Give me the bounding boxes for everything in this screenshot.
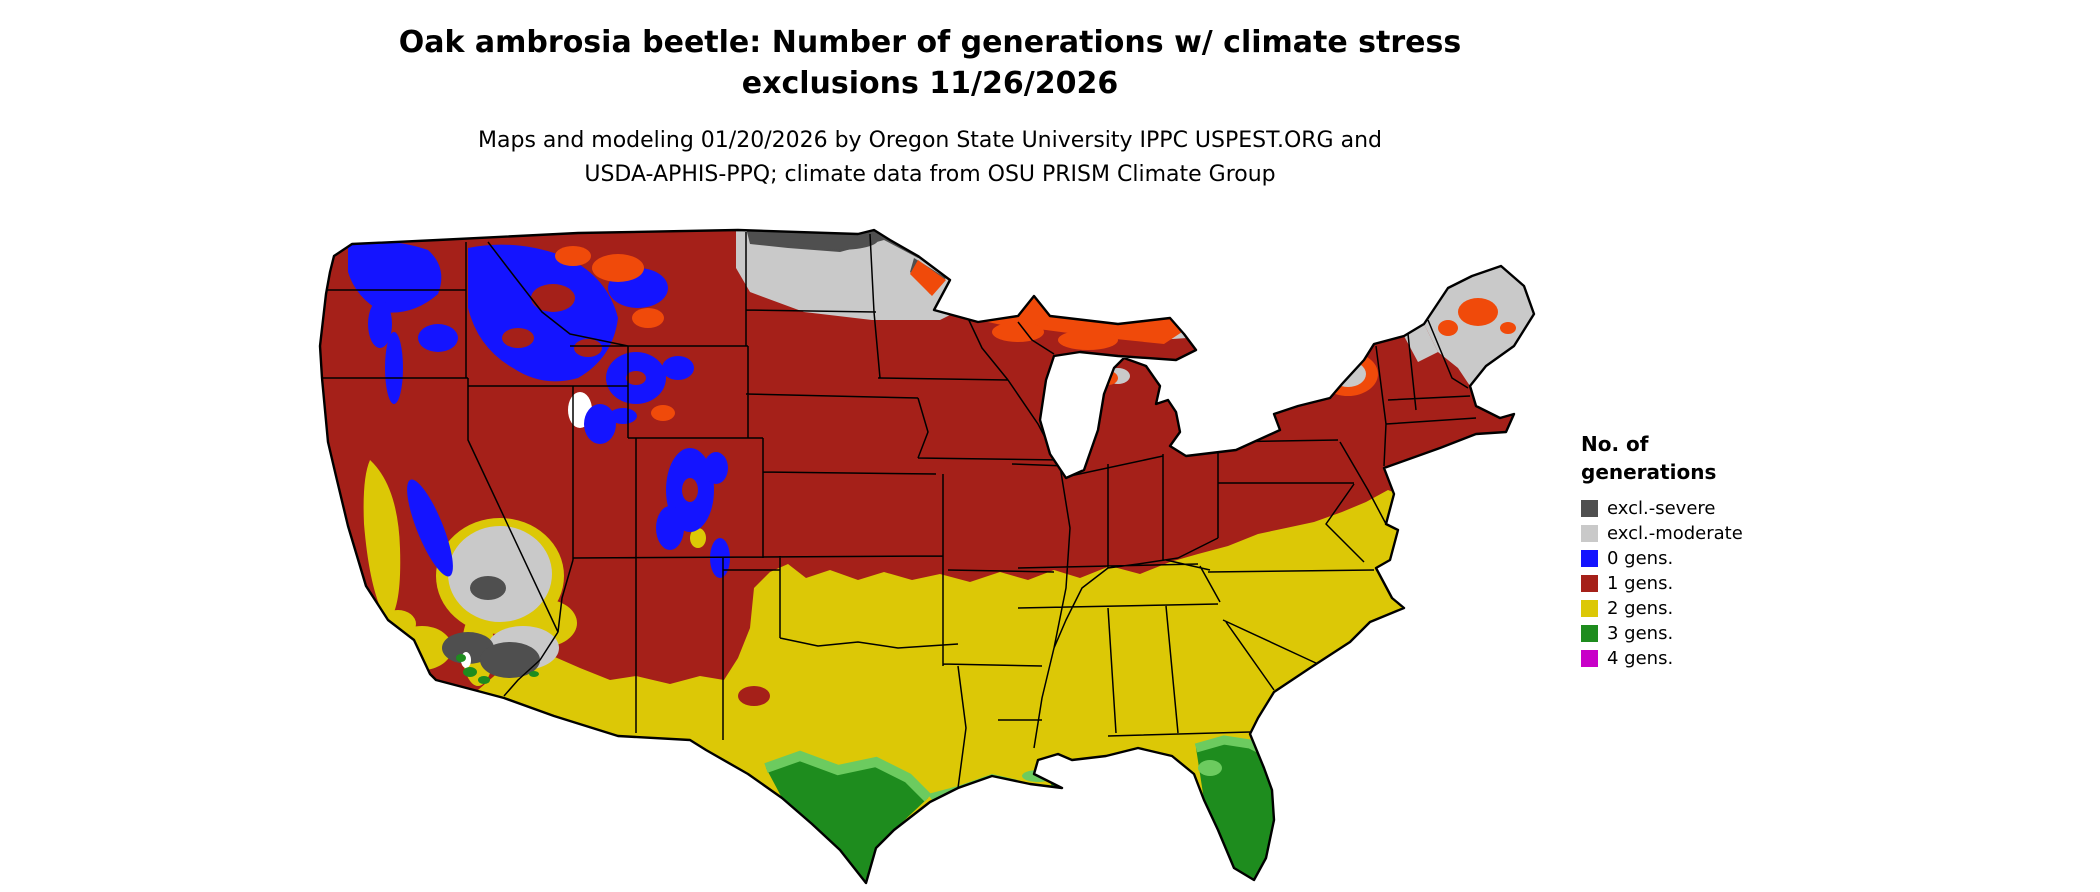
legend-item-1-gens: 1 gens. — [1581, 571, 1743, 596]
legend-label: excl.-severe — [1607, 498, 1716, 519]
legend-item-excl-severe: excl.-severe — [1581, 496, 1743, 521]
legend-label: 2 gens. — [1607, 598, 1674, 619]
legend-swatch-0-gens — [1581, 550, 1598, 567]
page-title: Oak ambrosia beetle: Number of generatio… — [0, 22, 1860, 104]
legend-title-line-1: No. of — [1581, 432, 1649, 456]
legend-swatch-4-gens — [1581, 650, 1598, 667]
legend-swatch-excl-moderate — [1581, 525, 1598, 542]
header: Oak ambrosia beetle: Number of generatio… — [0, 22, 1860, 192]
map-region-0gens — [348, 241, 1071, 578]
legend-items: excl.-severe excl.-moderate 0 gens. 1 ge… — [1581, 496, 1743, 671]
legend-item-2-gens: 2 gens. — [1581, 596, 1743, 621]
legend-title-line-2: generations — [1581, 460, 1717, 484]
state-borders-layer — [322, 232, 1477, 789]
subtitle-line-1: Maps and modeling 01/20/2026 by Oregon S… — [478, 128, 1382, 153]
legend-label: excl.-moderate — [1607, 523, 1743, 544]
legend-swatch-excl-severe — [1581, 500, 1598, 517]
legend-label: 4 gens. — [1607, 648, 1674, 669]
title-line-2: exclusions 11/26/2026 — [741, 66, 1119, 101]
legend-swatch-2-gens — [1581, 600, 1598, 617]
legend-swatch-3-gens — [1581, 625, 1598, 642]
us-outline — [318, 228, 1536, 885]
legend-label: 1 gens. — [1607, 573, 1674, 594]
map-raster-layers — [320, 230, 1534, 883]
legend-label: 3 gens. — [1607, 623, 1674, 644]
page-subtitle: Maps and modeling 01/20/2026 by Oregon S… — [0, 124, 1860, 192]
legend-item-4-gens: 4 gens. — [1581, 646, 1743, 671]
us-generations-map — [318, 228, 1548, 888]
legend-title: No. of generations — [1581, 430, 1743, 486]
legend-swatch-1-gens — [1581, 575, 1598, 592]
map-region-west-exclusions — [442, 392, 592, 684]
legend-item-excl-moderate: excl.-moderate — [1581, 521, 1743, 546]
legend-item-3-gens: 3 gens. — [1581, 621, 1743, 646]
us-map-svg — [318, 228, 1536, 885]
subtitle-line-2: USDA-APHIS-PPQ; climate data from OSU PR… — [584, 162, 1276, 187]
legend-item-0-gens: 0 gens. — [1581, 546, 1743, 571]
legend-label: 0 gens. — [1607, 548, 1674, 569]
title-line-1: Oak ambrosia beetle: Number of generatio… — [398, 25, 1462, 60]
legend: No. of generations excl.-severe excl.-mo… — [1581, 430, 1743, 671]
